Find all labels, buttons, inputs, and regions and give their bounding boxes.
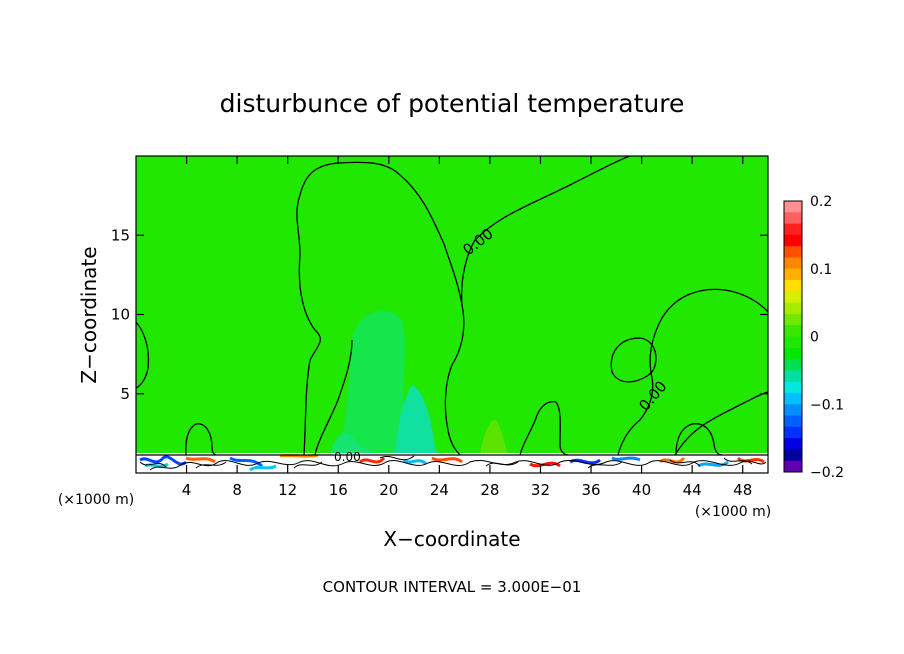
colorbar-segment	[784, 460, 802, 473]
contour-label: 0.00	[334, 450, 361, 464]
contour-plume-inner	[314, 339, 353, 456]
contour-plume-left	[296, 161, 465, 456]
colorbar-segment	[784, 359, 802, 371]
colorbar-segment	[784, 325, 802, 337]
contour-lines	[136, 156, 768, 456]
colorbar-segment	[784, 336, 802, 349]
x-unit-left: (×1000 m)	[58, 492, 134, 508]
x-tick-label: 40	[632, 481, 651, 499]
y-axis: 5 10 15	[111, 226, 768, 403]
contour-edge-left	[136, 321, 150, 389]
colorbar-tick-label: −0.1	[810, 397, 844, 413]
contour-dome-right	[617, 288, 768, 456]
x-tick-label: 4	[182, 481, 192, 499]
x-tick-label: 48	[733, 481, 752, 499]
colorbar-ticks: 0.2 0.1 0 −0.1 −0.2	[810, 194, 844, 481]
colorbar-segment	[784, 268, 802, 281]
x-tick-label: 8	[232, 481, 242, 499]
colorbar-segment	[784, 392, 802, 405]
y-tick-label: 5	[120, 385, 130, 403]
colorbar-segment	[784, 257, 802, 270]
x-tick-label: 24	[430, 481, 449, 499]
colorbar-tick-label: 0.1	[810, 262, 832, 278]
y-axis-label: Z−coordinate	[77, 246, 101, 383]
colorbar-segment	[784, 212, 802, 225]
colorbar-segment	[784, 347, 802, 360]
chart-title: disturbunce of potential temperature	[220, 89, 685, 118]
x-tick-label: 32	[531, 481, 550, 499]
x-unit-right: (×1000 m)	[695, 504, 771, 520]
colorbar-segment	[784, 313, 802, 326]
y-tick-label: 10	[111, 306, 130, 324]
boundary-layer	[136, 453, 768, 473]
colorbar-tick-label: −0.2	[810, 465, 844, 481]
contour-bump-2	[519, 400, 569, 456]
x-tick-label: 36	[581, 481, 600, 499]
contour-bump-3	[675, 423, 723, 456]
colorbar-segment	[784, 302, 802, 315]
background-field	[136, 156, 768, 473]
colorbar-tick-label: 0.2	[810, 194, 832, 210]
colorbar-segment	[784, 246, 802, 258]
contour-ring	[610, 337, 657, 383]
x-axis-label: X−coordinate	[383, 527, 520, 551]
colorbar-segment	[784, 415, 802, 428]
x-axis: 4 8 12 16 20 24 28 32 36 40 44 48	[182, 156, 752, 499]
contour-plume-right	[460, 156, 631, 306]
colorbar	[783, 200, 803, 473]
y-tick-label: 15	[111, 226, 130, 244]
colorbar-segment	[784, 280, 802, 292]
contour-edge-right	[674, 391, 768, 456]
negative-plume-1	[340, 310, 440, 455]
colorbar-segment	[784, 426, 802, 439]
colorbar-segment	[784, 223, 802, 236]
contour-interval-footer: CONTOUR INTERVAL = 3.000E−01	[323, 578, 582, 596]
x-tick-label: 16	[329, 481, 348, 499]
colorbar-frame	[783, 200, 803, 473]
negative-plume-2	[395, 385, 436, 455]
x-tick-label: 28	[480, 481, 499, 499]
x-tick-label: 12	[278, 481, 297, 499]
colorbar-segment	[784, 449, 802, 462]
negative-plume-3	[330, 432, 372, 455]
colorbar-segment	[784, 381, 802, 394]
colorbar-segment	[784, 438, 802, 450]
boundary-noise	[136, 453, 768, 472]
colorbar-segment	[784, 404, 802, 417]
colorbar-segment	[784, 234, 802, 247]
x-tick-label: 20	[379, 481, 398, 499]
contour-bump-1	[185, 423, 217, 456]
colorbar-tick-label: 0	[810, 330, 819, 346]
colorbar-segment	[784, 291, 802, 304]
colorbar-segment	[784, 201, 802, 213]
plot-field	[136, 156, 768, 473]
positive-blob-1	[480, 419, 508, 455]
colorbar-segment	[784, 370, 802, 383]
x-tick-label: 44	[683, 481, 702, 499]
